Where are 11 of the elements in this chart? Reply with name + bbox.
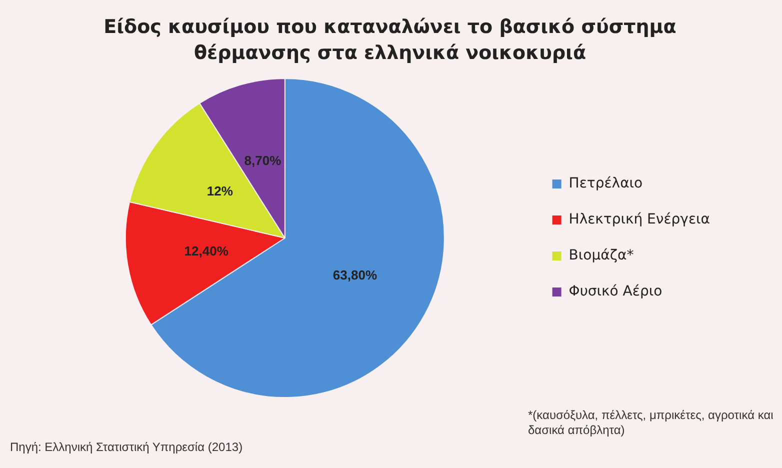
legend-label: Πετρέλαιο <box>568 176 643 192</box>
data-label: 12% <box>206 183 234 198</box>
text: *(καυσόξυλα, πέλλετς, μπρικέτες, αγροτικά και δασικά απόβλητα) <box>528 408 774 438</box>
legend-label: Ηλεκτρική Ενέργεια <box>568 212 710 228</box>
data-label: 63,80% <box>332 268 378 283</box>
chart-title: Είδος καυσίμου που καταναλώνει το βασικό σύστημα θέρμανσης στα ελληνικά νοικοκυριά <box>102 15 678 66</box>
data-label: 12,40% <box>184 243 229 258</box>
text: Πηγή: Ελληνική Στατιστική Υπηρεσία (2013) <box>10 440 243 454</box>
data-label: 8,70% <box>244 152 282 168</box>
legend-label: Φυσικό Αέριο <box>568 284 662 300</box>
legend-label: Βιομάζα* <box>568 248 634 264</box>
